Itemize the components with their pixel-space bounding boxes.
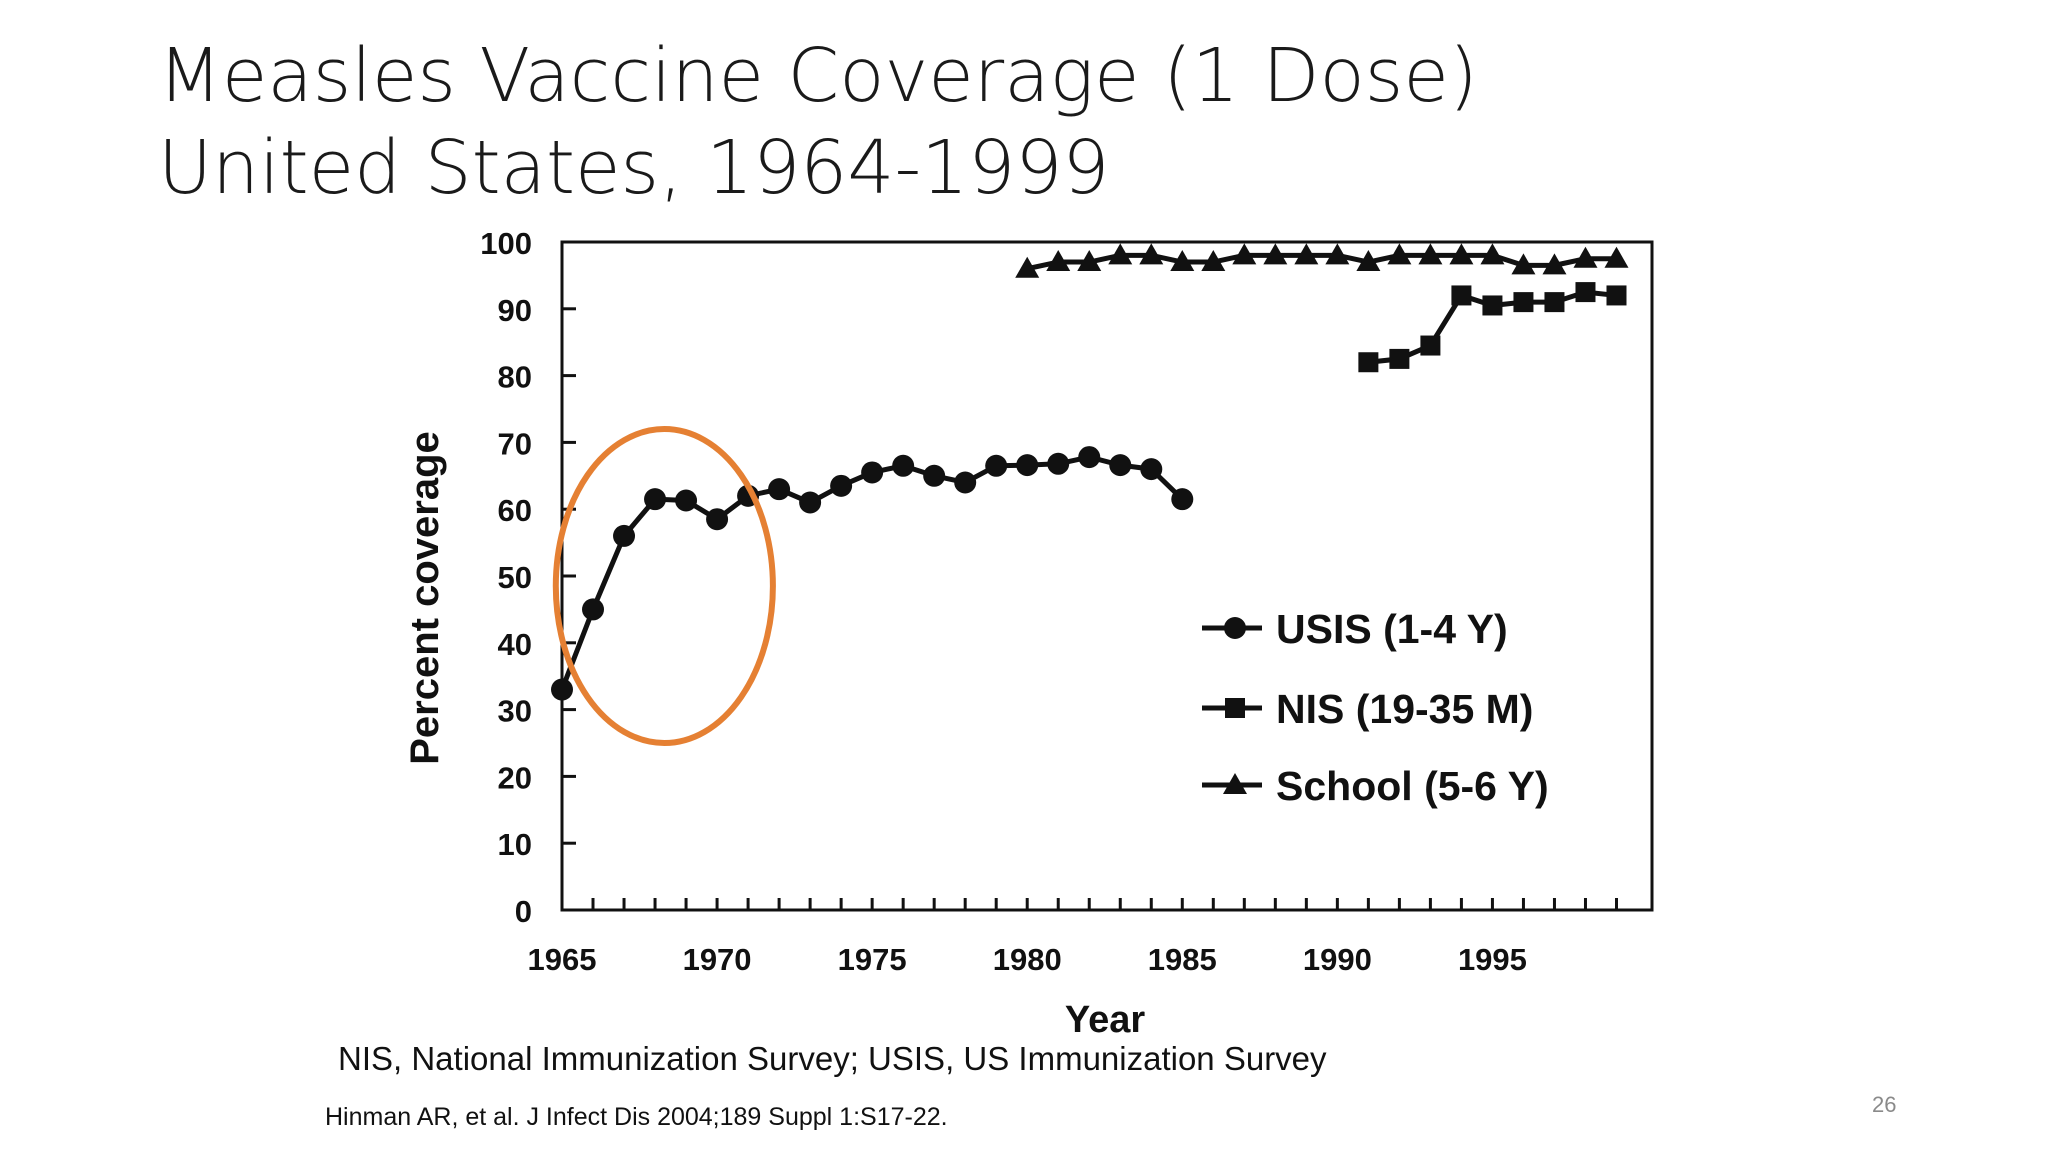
x-tick-label: 1980 xyxy=(993,942,1062,977)
y-tick-label: 90 xyxy=(498,293,532,328)
legend-label: School (5-6 Y) xyxy=(1276,763,1549,809)
data-point xyxy=(1109,454,1132,477)
y-tick-label: 10 xyxy=(498,827,532,862)
data-point xyxy=(1046,250,1071,272)
legend-item-3: School (5-6 Y) xyxy=(1202,763,1549,809)
x-tick-label: 1990 xyxy=(1303,942,1372,977)
data-point xyxy=(768,478,791,501)
y-tick-label: 100 xyxy=(480,226,532,261)
slide-title-line-1: Measles Vaccine Coverage (1 Dose) xyxy=(158,33,1478,119)
x-tick-label: 1975 xyxy=(838,942,907,977)
data-point xyxy=(923,464,946,487)
data-point xyxy=(1604,246,1629,268)
data-point xyxy=(954,471,977,494)
plot-frame xyxy=(560,240,1654,912)
y-tick-label: 60 xyxy=(498,493,532,528)
data-point xyxy=(1015,256,1040,278)
x-axis-label: Year xyxy=(1065,999,1146,1041)
data-point xyxy=(706,508,729,531)
data-point xyxy=(1544,292,1565,313)
data-point xyxy=(1513,292,1534,313)
data-point xyxy=(1389,348,1410,369)
data-point xyxy=(1420,335,1441,356)
data-point xyxy=(1232,243,1257,265)
data-point xyxy=(1016,454,1039,477)
data-point xyxy=(613,524,636,547)
data-point xyxy=(892,454,915,477)
x-tick-label: 1995 xyxy=(1458,942,1527,977)
legend-label: NIS (19-35 M) xyxy=(1276,686,1533,732)
legend-marker xyxy=(1223,773,1247,794)
legend-item-1: USIS (1-4 Y) xyxy=(1202,606,1508,652)
data-point xyxy=(1325,243,1350,265)
data-point xyxy=(1294,243,1319,265)
data-point xyxy=(1047,452,1070,475)
data-point xyxy=(582,598,605,621)
data-point xyxy=(1358,352,1379,373)
data-point xyxy=(1171,488,1194,511)
data-point xyxy=(644,488,667,511)
data-point xyxy=(799,491,822,514)
y-tick-label: 80 xyxy=(498,360,532,395)
data-point xyxy=(1511,253,1536,275)
legend-marker xyxy=(1225,698,1245,718)
x-tick-label: 1985 xyxy=(1148,942,1217,977)
data-point xyxy=(675,489,698,512)
legend-label: USIS (1-4 Y) xyxy=(1276,606,1508,652)
data-point xyxy=(1139,243,1164,265)
data-point xyxy=(1140,458,1163,481)
data-point xyxy=(1201,250,1226,272)
source-citation: Hinman AR, et al. J Infect Dis 2004;189 … xyxy=(325,1103,948,1131)
highlight-circle xyxy=(552,426,776,747)
series-1 xyxy=(551,446,1194,701)
data-point xyxy=(861,461,884,484)
data-point xyxy=(1356,250,1381,272)
data-point xyxy=(1387,243,1412,265)
slide-title: Measles Vaccine Coverage (1 Dose) United… xyxy=(158,30,1478,214)
x-tick-label: 1965 xyxy=(528,942,597,977)
data-point xyxy=(1077,250,1102,272)
data-point xyxy=(1482,295,1503,316)
page-number: 26 xyxy=(1872,1092,1897,1117)
data-point xyxy=(551,678,573,701)
legend-item-2: NIS (19-35 M) xyxy=(1202,686,1533,732)
abbreviation-footnote: NIS, National Immunization Survey; USIS,… xyxy=(338,1040,1327,1077)
y-tick-label: 40 xyxy=(498,627,532,662)
y-tick-label: 0 xyxy=(515,894,532,929)
data-point xyxy=(830,474,853,497)
y-tick-label: 50 xyxy=(498,560,532,595)
data-point xyxy=(1480,243,1505,265)
data-point xyxy=(1263,243,1288,265)
legend-marker xyxy=(1224,617,1246,639)
y-tick-label: 30 xyxy=(498,694,532,729)
data-point xyxy=(1170,250,1195,272)
y-axis-label: Percent coverage xyxy=(403,431,447,765)
series-3 xyxy=(1015,243,1629,278)
data-point xyxy=(985,454,1008,477)
data-point xyxy=(1575,282,1596,303)
data-point xyxy=(1451,285,1472,306)
slide-title-line-2: United States, 1964-1999 xyxy=(158,125,1110,211)
y-tick-label: 20 xyxy=(498,760,532,795)
y-tick-label: 70 xyxy=(498,426,532,461)
series-2 xyxy=(1358,282,1627,373)
data-point xyxy=(1542,253,1567,275)
x-tick-label: 1970 xyxy=(683,942,752,977)
data-point xyxy=(1078,446,1101,469)
data-point xyxy=(1606,285,1627,306)
data-point xyxy=(1108,243,1133,265)
data-point xyxy=(1449,243,1474,265)
data-point xyxy=(1418,243,1443,265)
data-point xyxy=(1573,246,1598,268)
